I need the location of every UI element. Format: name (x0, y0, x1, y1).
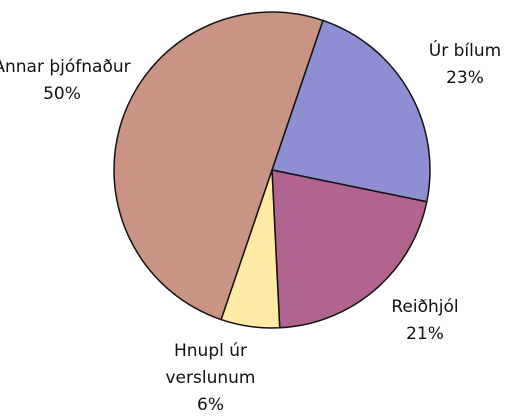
slice-label: Úr bílum 23% (395, 38, 516, 92)
percent-label: 23% (446, 68, 484, 88)
percent-label: 21% (406, 324, 444, 344)
category-name: Hnupl úr verslunum (165, 341, 256, 388)
category-name: Reiðhjól (391, 297, 459, 317)
slice-label: Annar þjófnaður 50% (0, 54, 132, 108)
percent-label: 50% (43, 84, 81, 104)
category-name: Annar þjófnaður (0, 57, 131, 77)
pie-slice (113, 11, 324, 321)
pie-slice (271, 19, 431, 203)
slice-label: Hnupl úr verslunum 6% (148, 338, 273, 419)
percent-label: 6% (197, 395, 224, 415)
slice-label: Reiðhjól 21% (355, 294, 495, 348)
category-name: Úr bílum (428, 41, 502, 61)
pie-slice (271, 169, 428, 329)
